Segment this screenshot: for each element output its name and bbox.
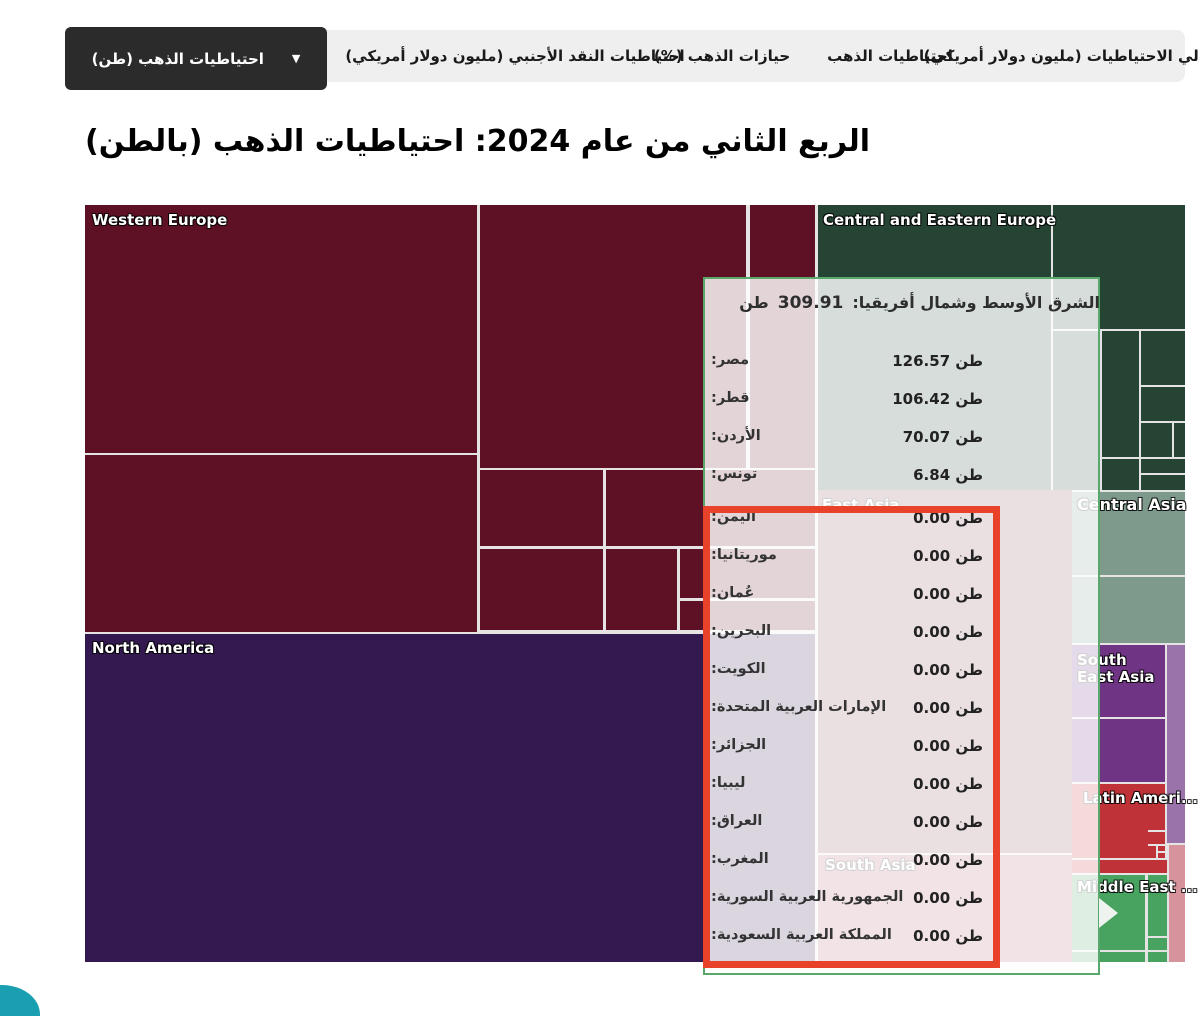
tooltip-country-label: الجزائر [711,737,766,753]
tooltip-country-label: عُمان [711,585,754,601]
tooltip-country-label: موريتانيا [711,547,777,563]
tooltip-country-label: الأردن [711,428,761,444]
treemap-cell-cee[interactable] [1141,423,1172,457]
tooltip-header-label: الشرق الأوسط وشمال أفريقيا [852,293,1100,312]
region-label-latin-america: Latin Ameri... [1083,789,1198,807]
treemap-cell-me[interactable] [1148,875,1167,936]
tab-4[interactable]: إجمالي الاحتياطيات (مليون دولار أمريكي) [923,47,1200,65]
treemap-cell-la[interactable] [1158,853,1165,858]
tooltip-country-value: 0.00 طن [913,813,983,831]
tooltip-row: الجمهورية العربية السورية 0.00 طن [703,889,1100,911]
treemap-cell-we[interactable] [480,470,603,546]
tooltip-row: مصر 126.57 طن [703,352,1100,374]
treemap-cell-me[interactable] [1072,952,1145,962]
region-label-central-asia: Central Asia [1077,495,1187,514]
page-title: الربع الثاني من عام 2024: احتياطيات الذه… [85,124,871,159]
treemap-cell-we[interactable] [85,205,477,453]
tooltip-country-label: الكويت [711,661,766,677]
treemap-cell-we[interactable] [480,549,603,630]
treemap-cell-me[interactable] [1148,952,1167,962]
tooltip-row: الجزائر 0.00 طن [703,737,1100,759]
chevron-down-icon: ▼ [291,52,301,65]
tooltip-country-value: 0.00 طن [913,699,983,717]
tooltip-country-value: 106.42 طن [892,390,983,408]
tooltip-row: الأردن 70.07 طن [703,428,1100,450]
tooltip-country-value: 0.00 طن [913,509,983,527]
tooltip-row: تونس 6.84 طن [703,466,1100,488]
tooltip-country-value: 0.00 طن [913,927,983,945]
tooltip-row: العراق 0.00 طن [703,813,1100,835]
treemap-cell-we[interactable] [606,549,677,630]
tooltip-row: الكويت 0.00 طن [703,661,1100,683]
tooltip-country-value: 0.00 طن [913,661,983,679]
tooltip-country-label: المغرب [711,851,769,867]
tooltip-header-unit: طن [739,293,769,312]
treemap-cell-me[interactable] [1148,938,1167,950]
highlight-rectangle [703,506,1000,968]
tooltip-row: موريتانيا 0.00 طن [703,547,1100,569]
corner-decoration [0,985,40,1016]
tooltip-country-value: 0.00 طن [913,851,983,869]
tooltip-row: قطر 106.42 طن [703,390,1100,412]
treemap-cell-cee[interactable] [1141,475,1185,490]
tooltip-country-value: 0.00 طن [913,889,983,907]
treemap-cell-la[interactable] [1148,846,1156,858]
tooltip-country-value: 0.00 طن [913,775,983,793]
region-label-middle-east: Middle East ... [1077,878,1198,896]
treemap-cell-rose[interactable] [1169,845,1185,962]
treemap-cell-la[interactable] [1148,784,1165,830]
tooltip-header: الشرق الأوسط وشمال أفريقيا 309.91 طن [703,293,1134,313]
treemap-cell-we[interactable] [480,205,746,468]
tooltip-country-value: 0.00 طن [913,547,983,565]
treemap-cell-cee[interactable] [1102,331,1139,457]
tooltip-country-value: 126.57 طن [892,352,983,370]
region-label-central-eastern-europe: Central and Eastern Europe [823,211,1057,229]
treemap-cell-cee[interactable] [1141,331,1185,385]
treemap-cell-cee[interactable] [1141,387,1185,421]
tooltip-country-label: العراق [711,813,763,829]
metric-dropdown-label: احتياطيات الذهب (طن) [91,49,264,68]
tooltip-row: اليمن 0.00 طن [703,509,1100,531]
tooltip-row: ليبيا 0.00 طن [703,775,1100,797]
tab-2[interactable]: حيازات الذهب (%) [653,47,791,65]
treemap-cell-la[interactable] [1158,846,1165,851]
tooltip-country-value: 0.00 طن [913,585,983,603]
metric-dropdown[interactable]: احتياطيات الذهب (طن) ▼ [65,27,327,90]
treemap-cell-na[interactable] [85,634,815,962]
tooltip-country-label: مصر [711,352,749,368]
tooltip-country-value: 70.07 طن [902,428,983,446]
tooltip-row: المغرب 0.00 طن [703,851,1100,873]
tooltip-country-label: اليمن [711,509,756,525]
region-label-north-america: North America [92,639,215,657]
tooltip-country-label: الجمهورية العربية السورية [711,889,904,905]
tooltip-country-label: قطر [711,390,750,406]
tooltip-row: المملكة العربية السعودية 0.00 طن [703,927,1100,949]
tab-3[interactable]: احتياطيات الذهب [827,47,953,65]
tooltip-country-value: 0.00 طن [913,737,983,755]
tooltip-row: الإمارات العربية المتحدة 0.00 طن [703,699,1100,721]
tooltip-country-label: المملكة العربية السعودية [711,927,892,943]
tooltip-country-label: ليبيا [711,775,746,791]
tooltip-header-value: 309.91 [777,293,844,313]
treemap-cell-cee[interactable] [1141,459,1185,473]
treemap-cell-sea2[interactable] [1167,645,1185,843]
region-label-western-europe: Western Europe [92,211,228,229]
treemap-cell-we[interactable] [85,455,477,632]
tooltip-country-value: 6.84 طن [913,466,983,484]
treemap-cell-cee[interactable] [1102,459,1139,490]
treemap-cell-la[interactable] [1148,832,1165,844]
tooltip-country-value: 0.00 طن [913,623,983,641]
tooltip-country-label: تونس [711,466,757,482]
tooltip-country-label: الإمارات العربية المتحدة [711,699,886,715]
treemap-cell-cee[interactable] [1174,423,1185,457]
tooltip-country-label: البحرين [711,623,771,639]
tooltip-arrow-icon [1099,898,1118,928]
tab-1[interactable]: احتياطيات النقد الأجنبي (مليون دولار أمر… [345,47,685,65]
tooltip-row: عُمان 0.00 طن [703,585,1100,607]
tooltip-row: البحرين 0.00 طن [703,623,1100,645]
